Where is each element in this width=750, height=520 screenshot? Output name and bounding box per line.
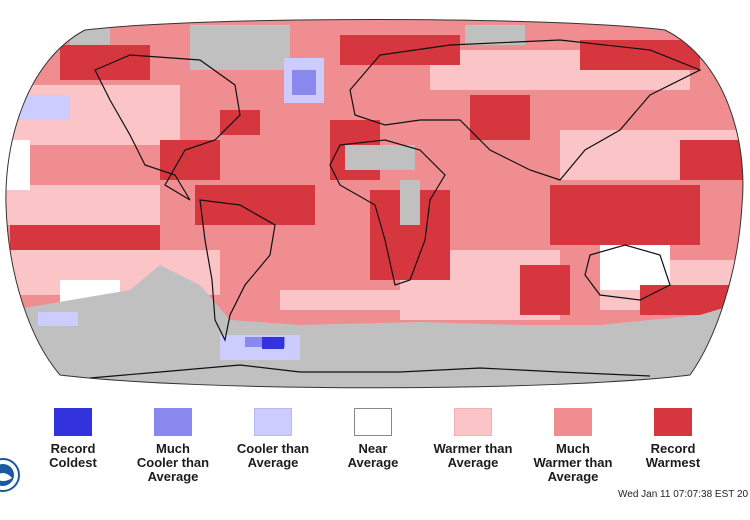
legend-label: Much Warmer than Average bbox=[533, 441, 613, 484]
no-data-region bbox=[400, 180, 420, 225]
much-cooler-region bbox=[292, 70, 316, 95]
legend-swatch bbox=[354, 408, 392, 436]
legend-label: Cooler than Average bbox=[236, 441, 310, 470]
legend-label: Record Warmest bbox=[645, 441, 701, 470]
legend-item: Warmer than Average bbox=[418, 408, 528, 470]
eurasia-coastline bbox=[349, 39, 702, 181]
record-cold-region bbox=[262, 337, 284, 349]
legend-label: Near Average bbox=[347, 441, 399, 470]
legend-item: Record Coldest bbox=[18, 408, 128, 470]
legend-label: Much Cooler than Average bbox=[136, 441, 210, 484]
legend-swatch bbox=[54, 408, 92, 436]
noaa-logo-icon bbox=[0, 458, 20, 492]
cooler-region bbox=[38, 312, 78, 326]
legend-item: Near Average bbox=[318, 408, 428, 470]
south-america-coastline bbox=[199, 199, 276, 342]
global-temperature-map bbox=[5, 19, 744, 389]
record-warm-region bbox=[680, 140, 743, 180]
legend-swatch bbox=[254, 408, 292, 436]
legend-item: Cooler than Average bbox=[218, 408, 328, 470]
record-warm-region bbox=[10, 225, 160, 250]
legend-swatch bbox=[654, 408, 692, 436]
legend-swatch bbox=[154, 408, 192, 436]
record-warm-region bbox=[520, 265, 570, 315]
timestamp: Wed Jan 11 07:07:38 EST 20 bbox=[618, 489, 749, 500]
warmer-region bbox=[5, 185, 160, 225]
record-warm-region bbox=[160, 140, 220, 180]
near-average-region bbox=[5, 140, 30, 190]
record-warm-region bbox=[640, 285, 730, 315]
antarctica-coastline bbox=[89, 364, 651, 379]
legend-item: Much Warmer than Average bbox=[518, 408, 628, 484]
legend-swatch bbox=[554, 408, 592, 436]
map-svg bbox=[5, 19, 744, 389]
legend-label: Warmer than Average bbox=[433, 441, 513, 470]
record-warm-region bbox=[195, 185, 315, 225]
no-data-region bbox=[465, 25, 525, 45]
legend-label: Record Coldest bbox=[49, 441, 97, 470]
legend-item: Much Cooler than Average bbox=[118, 408, 228, 484]
north-america-coastline bbox=[94, 54, 241, 201]
record-warm-region bbox=[60, 45, 150, 80]
legend-swatch bbox=[454, 408, 492, 436]
no-data-region bbox=[5, 265, 743, 388]
africa-coastline bbox=[329, 139, 446, 286]
no-data-region bbox=[345, 145, 415, 170]
record-warm-region bbox=[340, 35, 460, 65]
record-warm-region bbox=[550, 185, 700, 245]
map-border bbox=[5, 19, 744, 389]
no-data-region bbox=[190, 25, 290, 70]
warmer-region bbox=[280, 290, 410, 310]
legend-item: Record Warmest bbox=[618, 408, 728, 470]
australia-coastline bbox=[584, 244, 671, 301]
record-warm-region bbox=[470, 95, 530, 140]
coastlines bbox=[89, 39, 702, 379]
